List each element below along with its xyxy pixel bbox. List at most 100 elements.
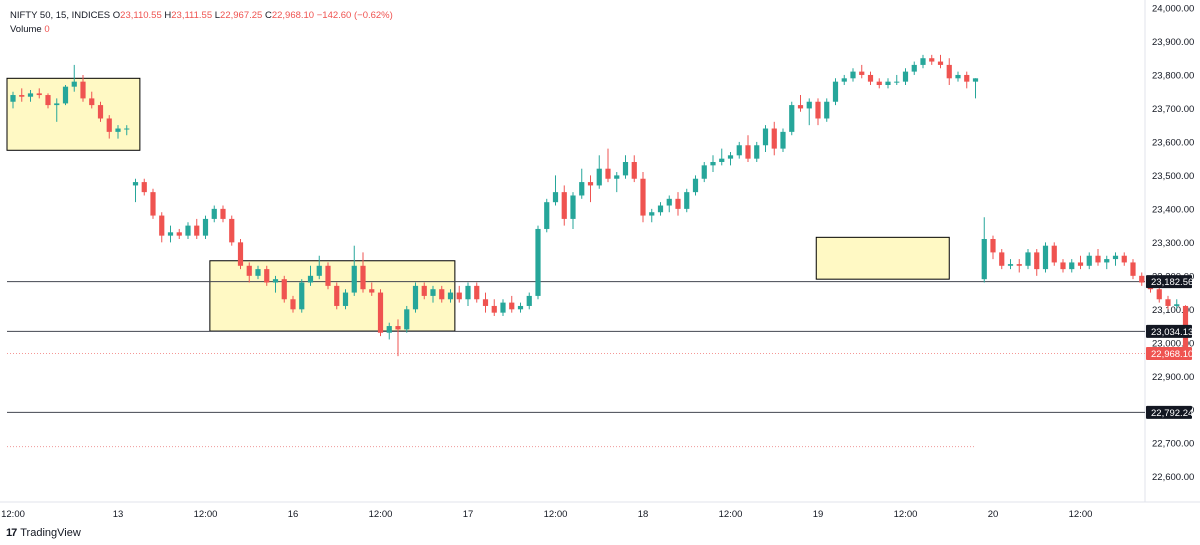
candle-down[interactable] bbox=[194, 225, 200, 236]
candle-up[interactable] bbox=[185, 225, 191, 236]
candle-up[interactable] bbox=[850, 71, 856, 79]
candle-down[interactable] bbox=[141, 182, 147, 193]
candle-up[interactable] bbox=[570, 195, 576, 219]
candle-down[interactable] bbox=[264, 269, 270, 283]
candle-up[interactable] bbox=[1174, 304, 1180, 306]
candle-down[interactable] bbox=[150, 192, 156, 216]
candle-up[interactable] bbox=[544, 202, 550, 229]
candle-down[interactable] bbox=[97, 105, 104, 119]
candle-down[interactable] bbox=[19, 95, 25, 97]
candle-down[interactable] bbox=[867, 74, 874, 82]
consolidation-zone[interactable] bbox=[209, 260, 456, 332]
candle-up[interactable] bbox=[701, 165, 707, 179]
candle-down[interactable] bbox=[334, 285, 340, 306]
candle-up[interactable] bbox=[307, 275, 314, 283]
candle-down[interactable] bbox=[106, 118, 112, 132]
candle-up[interactable] bbox=[710, 162, 716, 166]
candle-up[interactable] bbox=[10, 95, 16, 102]
candle-up[interactable] bbox=[614, 175, 620, 179]
candle-up[interactable] bbox=[404, 309, 410, 330]
candle-down[interactable] bbox=[439, 289, 445, 300]
candle-up[interactable] bbox=[666, 198, 672, 206]
candle-up[interactable] bbox=[54, 103, 60, 106]
candle-down[interactable] bbox=[45, 95, 51, 106]
candle-down[interactable] bbox=[1130, 262, 1136, 276]
candle-up[interactable] bbox=[780, 131, 786, 149]
candle-down[interactable] bbox=[509, 302, 515, 310]
candle-down[interactable] bbox=[482, 299, 489, 306]
candle-up[interactable] bbox=[1104, 259, 1110, 263]
candle-down[interactable] bbox=[421, 285, 427, 296]
candle-up[interactable] bbox=[342, 292, 349, 306]
candle-down[interactable] bbox=[640, 178, 646, 216]
candle-up[interactable] bbox=[832, 81, 839, 102]
candle-down[interactable] bbox=[964, 74, 970, 82]
candle-up[interactable] bbox=[124, 128, 130, 130]
candle-down[interactable] bbox=[929, 58, 935, 62]
candle-up[interactable] bbox=[552, 192, 559, 203]
candle-down[interactable] bbox=[990, 239, 996, 253]
candle-up[interactable] bbox=[1042, 245, 1049, 270]
candle-down[interactable] bbox=[246, 265, 252, 276]
candle-up[interactable] bbox=[684, 192, 690, 209]
candle-up[interactable] bbox=[202, 218, 209, 236]
candle-up[interactable] bbox=[920, 58, 926, 65]
candle-up[interactable] bbox=[719, 158, 725, 162]
candle-up[interactable] bbox=[500, 302, 506, 313]
candle-down[interactable] bbox=[1077, 262, 1084, 266]
candle-up[interactable] bbox=[596, 168, 602, 186]
candle-up[interactable] bbox=[71, 81, 77, 87]
candle-down[interactable] bbox=[237, 242, 244, 266]
candle-down[interactable] bbox=[281, 279, 287, 300]
candle-down[interactable] bbox=[377, 292, 384, 333]
candle-down[interactable] bbox=[1165, 299, 1171, 306]
candle-down[interactable] bbox=[999, 252, 1005, 266]
candle-down[interactable] bbox=[1051, 245, 1057, 263]
candle-down[interactable] bbox=[325, 265, 331, 286]
candle-up[interactable] bbox=[981, 239, 987, 280]
candle-up[interactable] bbox=[841, 78, 847, 82]
candle-up[interactable] bbox=[447, 292, 454, 300]
candle-down[interactable] bbox=[220, 208, 226, 219]
candle-up[interactable] bbox=[754, 145, 760, 159]
candle-down[interactable] bbox=[290, 299, 296, 310]
candle-up[interactable] bbox=[885, 81, 891, 85]
candle-down[interactable] bbox=[876, 81, 882, 85]
candle-down[interactable] bbox=[797, 105, 804, 109]
candle-up[interactable] bbox=[465, 285, 471, 300]
candle-up[interactable] bbox=[62, 86, 69, 104]
candle-up[interactable] bbox=[1112, 255, 1119, 260]
candle-up[interactable] bbox=[517, 305, 524, 310]
candle-up[interactable] bbox=[762, 128, 769, 146]
candle-up[interactable] bbox=[430, 289, 436, 296]
candle-down[interactable] bbox=[946, 64, 952, 79]
candle-down[interactable] bbox=[474, 285, 480, 300]
candle-up[interactable] bbox=[272, 279, 279, 283]
consolidation-zone[interactable] bbox=[815, 236, 950, 280]
candle-down[interactable] bbox=[360, 265, 366, 290]
candle-up[interactable] bbox=[316, 265, 322, 276]
candle-down[interactable] bbox=[80, 81, 86, 99]
candle-down[interactable] bbox=[176, 232, 182, 236]
candle-down[interactable] bbox=[36, 93, 42, 96]
candle-down[interactable] bbox=[561, 192, 567, 219]
candle-down[interactable] bbox=[395, 326, 401, 330]
candle-down[interactable] bbox=[771, 128, 777, 149]
candle-down[interactable] bbox=[859, 71, 865, 75]
candle-up[interactable] bbox=[1025, 252, 1031, 266]
candle-up[interactable] bbox=[972, 78, 979, 82]
candle-up[interactable] bbox=[1086, 255, 1092, 266]
candle-up[interactable] bbox=[911, 64, 917, 72]
candle-up[interactable] bbox=[894, 81, 900, 83]
candle-up[interactable] bbox=[727, 155, 734, 159]
candle-down[interactable] bbox=[1060, 262, 1066, 270]
candle-down[interactable] bbox=[675, 198, 681, 209]
candle-up[interactable] bbox=[789, 105, 795, 132]
candle-up[interactable] bbox=[27, 93, 34, 97]
candle-down[interactable] bbox=[1139, 275, 1145, 283]
candle-up[interactable] bbox=[412, 285, 419, 310]
candle-down[interactable] bbox=[159, 215, 165, 236]
candle-up[interactable] bbox=[115, 128, 121, 132]
candle-down[interactable] bbox=[229, 218, 235, 243]
candle-up[interactable] bbox=[902, 71, 909, 82]
